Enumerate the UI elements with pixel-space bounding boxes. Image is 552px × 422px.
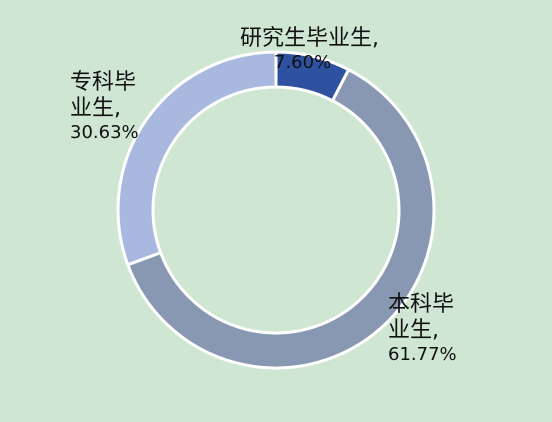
label-bachelor: 本科毕 业生, 61.77% — [388, 292, 457, 366]
label-bachelor-name-2: 业生, — [388, 318, 439, 343]
label-specialist: 专科毕 业生, 30.63% — [70, 70, 139, 144]
label-bachelor-percent: 61.77% — [388, 344, 457, 365]
label-graduate: 研究生毕业生, 7.60% — [240, 26, 379, 74]
donut-slice-2 — [116, 50, 278, 267]
label-specialist-name-1: 专科毕 — [70, 70, 137, 95]
label-specialist-name-2: 业生, — [70, 96, 121, 121]
label-graduate-name: 研究生毕业生, — [240, 26, 379, 51]
donut-slice-1 — [126, 68, 436, 370]
label-specialist-percent: 30.63% — [70, 122, 139, 143]
label-bachelor-name-1: 本科毕 — [388, 292, 455, 317]
label-graduate-percent: 7.60% — [274, 52, 332, 73]
